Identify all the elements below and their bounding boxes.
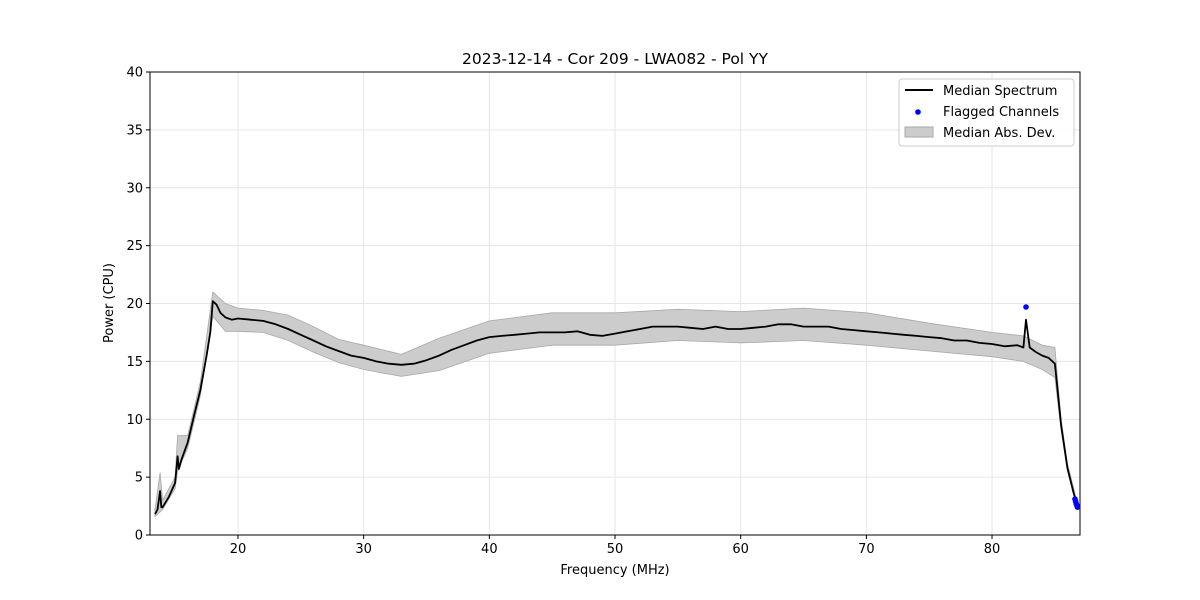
y-tick-label: 25 — [126, 239, 143, 254]
legend-flagged-swatch — [915, 109, 921, 115]
flagged-channel-point — [1023, 304, 1029, 310]
legend-box — [898, 78, 1075, 147]
legend-median-label: Median Spectrum — [943, 84, 1057, 99]
y-tick-label: 5 — [135, 471, 143, 486]
legend-mad-label: Median Abs. Dev. — [943, 126, 1055, 141]
x-tick-label: 30 — [355, 542, 372, 557]
y-tick-label: 40 — [126, 66, 143, 81]
mad-band-area — [154, 291, 1078, 518]
y-tick-label: 20 — [126, 297, 143, 312]
x-tick-label: 70 — [858, 542, 875, 557]
y-tick-label: 30 — [126, 181, 143, 196]
x-axis-ticks: 20 30 40 50 60 70 80 — [230, 535, 1001, 557]
x-axis-label: Frequency (MHz) — [560, 563, 669, 578]
y-axis-label: Power (CPU) — [102, 263, 117, 343]
y-axis-ticks: 0 5 10 15 20 25 30 35 40 — [126, 66, 150, 544]
y-tick-label: 0 — [135, 529, 143, 544]
legend: Median Spectrum Flagged Channels Median … — [898, 78, 1075, 147]
legend-mad-swatch — [904, 126, 934, 138]
x-tick-label: 40 — [481, 542, 498, 557]
median-abs-dev-band — [154, 291, 1078, 518]
y-tick-label: 35 — [126, 123, 143, 138]
legend-flagged-label: Flagged Channels — [943, 105, 1059, 120]
y-tick-label: 10 — [126, 413, 143, 428]
median-spectrum-series — [154, 300, 1079, 515]
x-tick-label: 80 — [984, 542, 1001, 557]
flagged-channels-series — [1023, 304, 1081, 511]
grid — [150, 71, 1080, 536]
flagged-channel-point — [1074, 504, 1081, 511]
chart-title: 2023-12-14 - Cor 209 - LWA082 - Pol YY — [462, 50, 768, 68]
x-tick-label: 20 — [230, 542, 247, 557]
x-tick-label: 60 — [732, 542, 749, 557]
median-spectrum-line — [154, 300, 1079, 515]
y-tick-label: 15 — [126, 355, 143, 370]
x-tick-label: 50 — [607, 542, 624, 557]
